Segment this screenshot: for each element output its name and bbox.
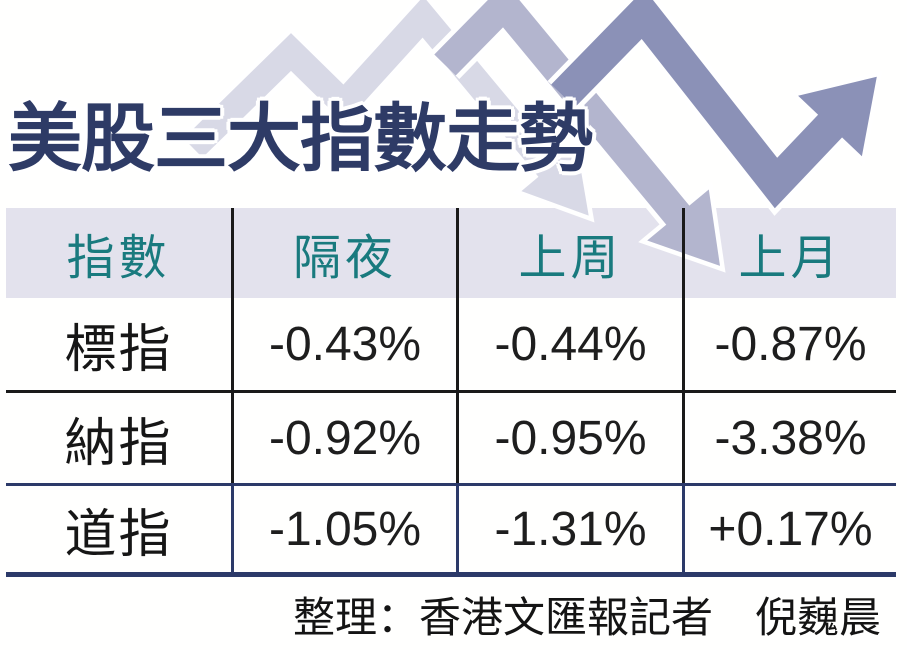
value-dow-overnight: -1.05% xyxy=(231,483,456,572)
table-header-band xyxy=(6,208,896,298)
row-label-dow: 道指 xyxy=(6,483,231,572)
page-title: 美股三大指數走勢 xyxy=(8,97,593,180)
column-header-last-month: 上月 xyxy=(682,208,896,298)
index-table: 指數 隔夜 上周 上月 標指 -0.43% -0.44% -0.87% 納指 -… xyxy=(6,208,896,577)
column-header-last-week: 上周 xyxy=(456,208,682,298)
value-sp500-last-month: -0.87% xyxy=(682,298,896,390)
value-nasdaq-last-week: -0.95% xyxy=(456,390,682,483)
zigzag-arrow-up-dark-icon xyxy=(547,0,883,216)
value-nasdaq-overnight: -0.92% xyxy=(231,390,456,483)
row-label-sp500: 標指 xyxy=(64,320,173,379)
value-sp500-last-week: -0.44% xyxy=(456,298,682,390)
credit-line: 整理：香港文匯報記者 倪巍晨 xyxy=(292,594,881,641)
column-header-index: 指數 xyxy=(66,232,171,285)
value-dow-last-month: +0.17% xyxy=(682,483,896,572)
value-dow-last-week: -1.31% xyxy=(456,483,682,572)
row-label-nasdaq: 納指 xyxy=(6,390,231,483)
value-sp500-overnight: -0.43% xyxy=(231,298,456,390)
value-nasdaq-last-month: -3.38% xyxy=(682,390,896,483)
column-header-overnight: 隔夜 xyxy=(231,208,456,298)
